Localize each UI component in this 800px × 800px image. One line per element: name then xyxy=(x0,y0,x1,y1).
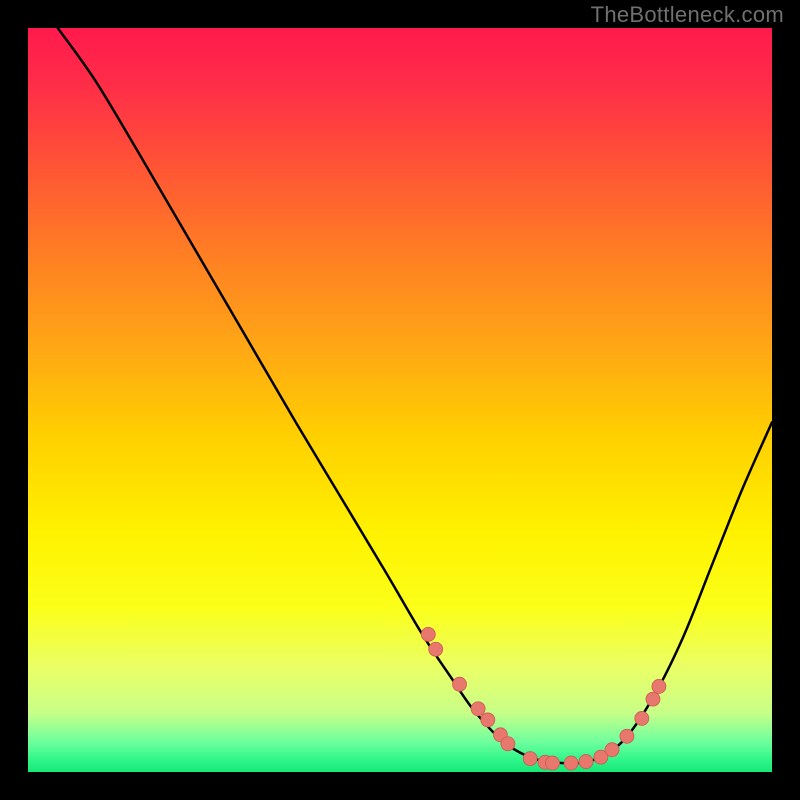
curve-marker xyxy=(481,713,495,727)
curve-marker xyxy=(579,755,593,769)
curve-marker xyxy=(429,642,443,656)
bottleneck-chart xyxy=(0,0,800,800)
curve-marker xyxy=(471,702,485,716)
curve-marker xyxy=(605,743,619,757)
curve-marker xyxy=(652,679,666,693)
curve-marker xyxy=(646,692,660,706)
curve-marker xyxy=(620,729,634,743)
curve-marker xyxy=(564,756,578,770)
curve-marker xyxy=(546,756,560,770)
curve-marker xyxy=(635,711,649,725)
attribution-text: TheBottleneck.com xyxy=(591,2,784,28)
chart-gradient-background xyxy=(28,28,772,772)
curve-marker xyxy=(501,737,515,751)
curve-marker xyxy=(523,752,537,766)
curve-marker xyxy=(453,677,467,691)
curve-marker xyxy=(421,627,435,641)
